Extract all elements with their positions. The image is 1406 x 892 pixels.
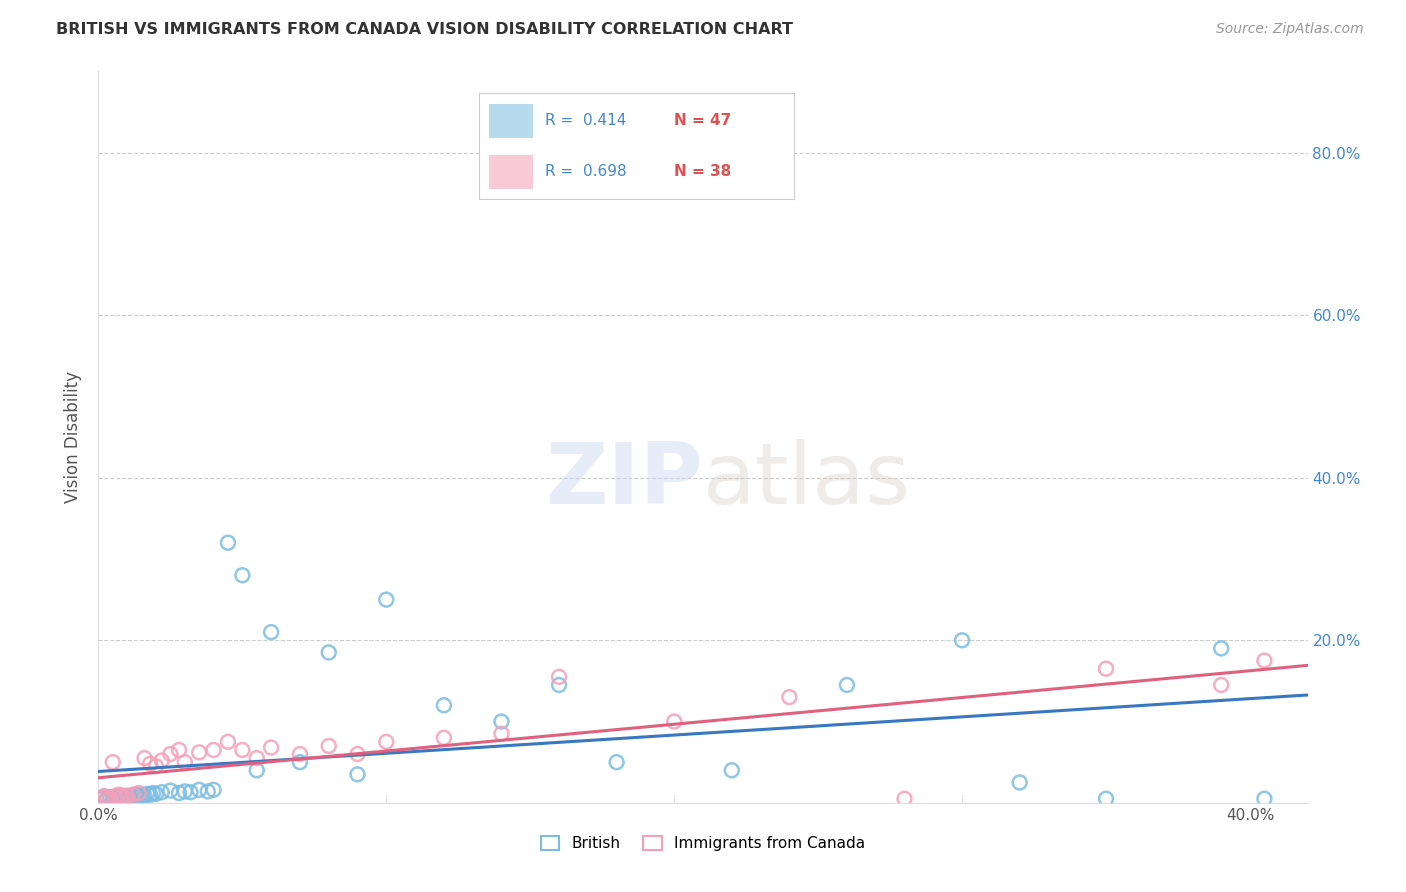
Point (950, 633, 973, 648)
Point (131, 788, 153, 802)
Point (101, 755, 124, 769)
Point (1253, 791, 1275, 805)
Point (433, 731, 456, 745)
Point (720, 764, 742, 778)
Point (120, 790, 142, 805)
Point (202, 782, 225, 797)
Point (110, 789, 132, 804)
Point (173, 755, 195, 769)
Point (98, 790, 121, 805)
Point (136, 787, 159, 801)
Point (180, 785, 202, 799)
Point (231, 743, 253, 757)
Point (107, 788, 129, 802)
Point (217, 735, 239, 749)
Point (548, 670, 571, 684)
Point (548, 678, 571, 692)
Point (835, 678, 858, 692)
Point (122, 789, 145, 803)
Text: atlas: atlas (703, 440, 911, 523)
Point (664, 714, 686, 729)
Point (217, 535, 239, 549)
Text: ZIP: ZIP (546, 440, 703, 523)
Point (1211, 641, 1233, 656)
Point (96, 791, 118, 805)
Point (346, 767, 368, 781)
Point (93, 789, 115, 804)
Point (159, 747, 181, 761)
Point (115, 789, 138, 803)
Point (104, 789, 127, 804)
Point (318, 645, 340, 659)
Point (231, 568, 253, 582)
Point (188, 746, 211, 760)
Point (375, 592, 398, 607)
Point (1095, 791, 1118, 805)
Point (112, 791, 135, 805)
Point (96, 791, 118, 805)
Point (778, 690, 800, 705)
Point (288, 755, 311, 769)
Point (145, 787, 167, 801)
Point (260, 740, 283, 755)
Point (150, 754, 173, 768)
Legend: British, Immigrants from Canada: British, Immigrants from Canada (534, 830, 872, 857)
Text: BRITISH VS IMMIGRANTS FROM CANADA VISION DISABILITY CORRELATION CHART: BRITISH VS IMMIGRANTS FROM CANADA VISION… (56, 22, 793, 37)
Point (134, 789, 156, 803)
Y-axis label: Vision Disability: Vision Disability (65, 371, 83, 503)
Point (115, 789, 138, 804)
Point (260, 625, 283, 640)
Point (433, 698, 456, 713)
Point (246, 764, 269, 778)
Point (346, 747, 368, 761)
Point (90, 791, 112, 805)
Point (1095, 662, 1118, 676)
Point (491, 714, 513, 729)
Point (128, 786, 150, 800)
Point (167, 786, 190, 800)
Point (288, 747, 311, 761)
Point (159, 783, 181, 797)
Point (150, 785, 173, 799)
Point (1253, 654, 1275, 668)
Point (122, 788, 145, 802)
Point (110, 789, 132, 803)
Point (142, 786, 165, 800)
Point (1211, 678, 1233, 692)
Point (139, 756, 162, 771)
Point (93, 789, 115, 804)
Point (101, 791, 124, 805)
Point (128, 789, 150, 804)
Point (188, 782, 211, 797)
Text: Source: ZipAtlas.com: Source: ZipAtlas.com (1216, 22, 1364, 37)
Point (318, 739, 340, 753)
Point (375, 735, 398, 749)
Point (104, 789, 127, 804)
Point (246, 751, 269, 765)
Point (125, 788, 148, 802)
Point (167, 743, 190, 757)
Point (893, 791, 915, 805)
Point (139, 788, 162, 802)
Point (145, 759, 167, 773)
Point (606, 755, 628, 769)
Point (90, 791, 112, 805)
Point (1008, 775, 1031, 789)
Point (491, 727, 513, 741)
Point (112, 791, 135, 805)
Point (134, 751, 156, 765)
Point (202, 743, 225, 757)
Point (197, 784, 219, 798)
Point (173, 784, 195, 798)
Point (98, 791, 121, 805)
Point (107, 790, 129, 805)
